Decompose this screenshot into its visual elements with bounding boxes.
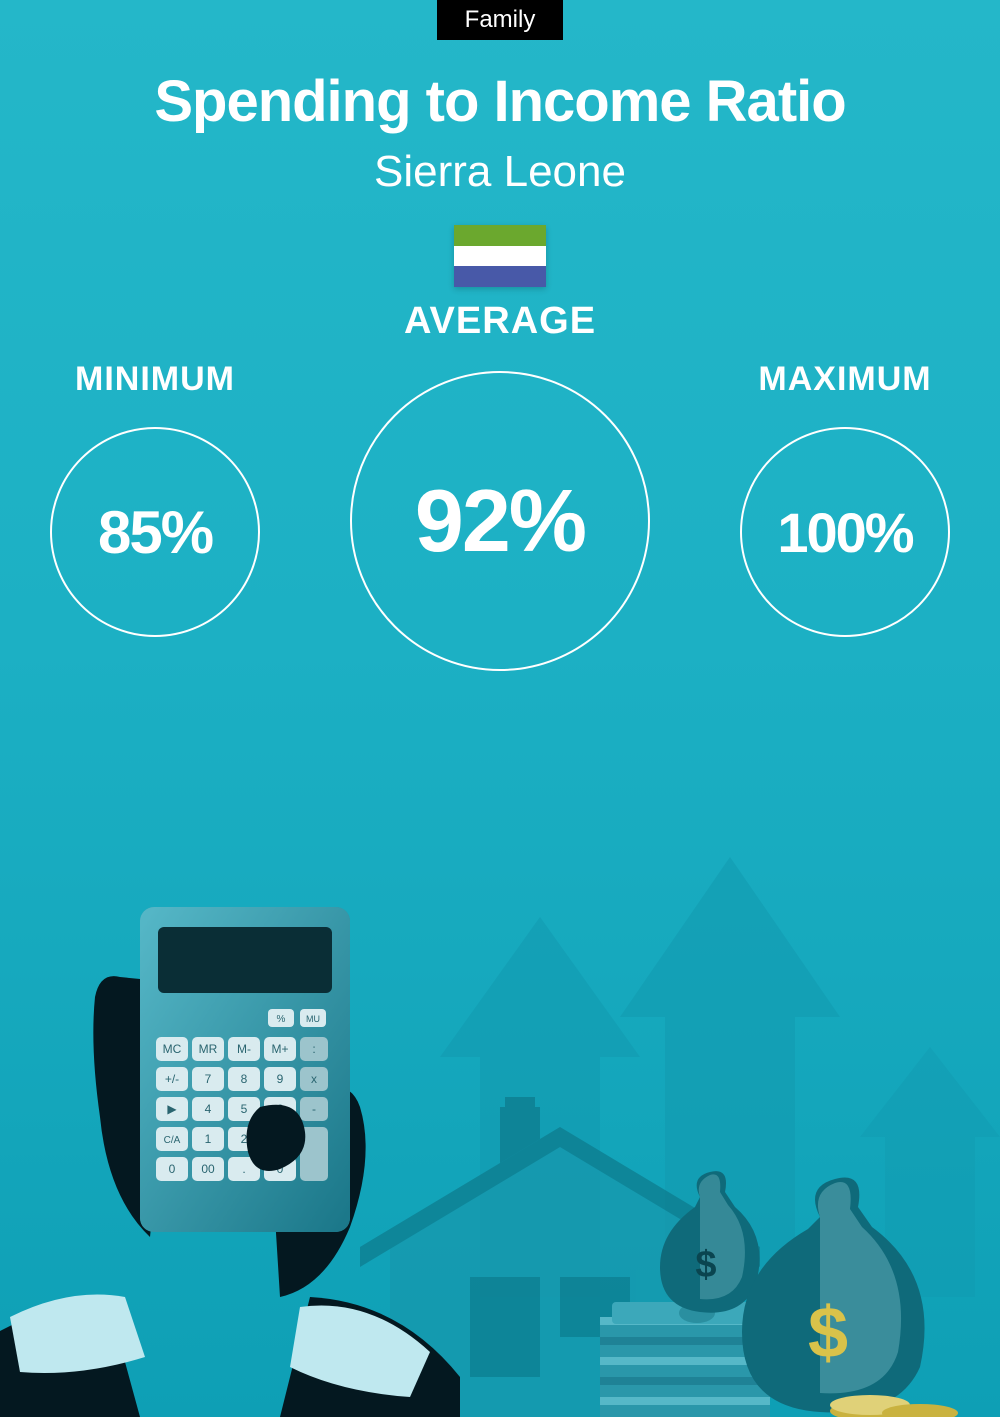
- category-tab: Family: [437, 0, 564, 40]
- stats-row: MINIMUM 85% AVERAGE 92% MAXIMUM 100%: [0, 300, 1000, 671]
- svg-text:$: $: [695, 1244, 716, 1286]
- infographic-page: Family Spending to Income Ratio Sierra L…: [0, 0, 1000, 1417]
- stat-average-circle: 92%: [350, 371, 650, 671]
- stat-maximum-label: MAXIMUM: [758, 360, 931, 399]
- page-title: Spending to Income Ratio: [154, 68, 845, 135]
- finance-illustration: $ $: [0, 797, 1000, 1417]
- svg-text:7: 7: [205, 1072, 212, 1086]
- svg-text:MU: MU: [306, 1014, 320, 1024]
- svg-text:8: 8: [241, 1072, 248, 1086]
- stat-minimum: MINIMUM 85%: [50, 360, 260, 637]
- svg-text::: :: [312, 1042, 315, 1056]
- country-subtitle: Sierra Leone: [374, 147, 626, 197]
- stat-maximum-circle: 100%: [740, 427, 950, 637]
- stat-minimum-value: 85%: [98, 498, 212, 567]
- svg-text:+/-: +/-: [165, 1072, 179, 1086]
- svg-text:C/A: C/A: [164, 1135, 181, 1146]
- stat-minimum-label: MINIMUM: [75, 360, 235, 399]
- svg-text:5: 5: [241, 1102, 248, 1116]
- country-flag: [454, 225, 546, 287]
- flag-stripe-middle: [454, 246, 546, 267]
- stat-average: AVERAGE 92%: [350, 300, 650, 671]
- stat-maximum: MAXIMUM 100%: [740, 360, 950, 637]
- svg-text:.: .: [242, 1162, 245, 1176]
- flag-stripe-top: [454, 225, 546, 246]
- stat-minimum-circle: 85%: [50, 427, 260, 637]
- svg-text:00: 00: [201, 1162, 215, 1176]
- stat-average-value: 92%: [415, 470, 585, 572]
- svg-text:M+: M+: [271, 1042, 288, 1056]
- svg-text:9: 9: [277, 1072, 284, 1086]
- svg-text:-: -: [312, 1102, 316, 1116]
- svg-text:1: 1: [205, 1132, 212, 1146]
- category-tab-label: Family: [465, 6, 536, 33]
- coins-icon: [830, 1395, 958, 1417]
- svg-text:MC: MC: [163, 1042, 182, 1056]
- svg-text:0: 0: [169, 1162, 176, 1176]
- svg-text:M-: M-: [237, 1042, 251, 1056]
- flag-stripe-bottom: [454, 266, 546, 287]
- svg-text:4: 4: [205, 1102, 212, 1116]
- svg-text:MR: MR: [199, 1042, 218, 1056]
- svg-text:▶: ▶: [167, 1102, 177, 1116]
- stat-maximum-value: 100%: [777, 500, 912, 565]
- svg-text:%: %: [277, 1014, 286, 1025]
- stat-average-label: AVERAGE: [404, 300, 596, 343]
- svg-text:x: x: [311, 1072, 317, 1086]
- svg-text:$: $: [808, 1293, 848, 1373]
- calculator-icon: % MU MC MR M- M+ : +/- 7 8 9 x ▶ 4 5 6: [0, 907, 460, 1417]
